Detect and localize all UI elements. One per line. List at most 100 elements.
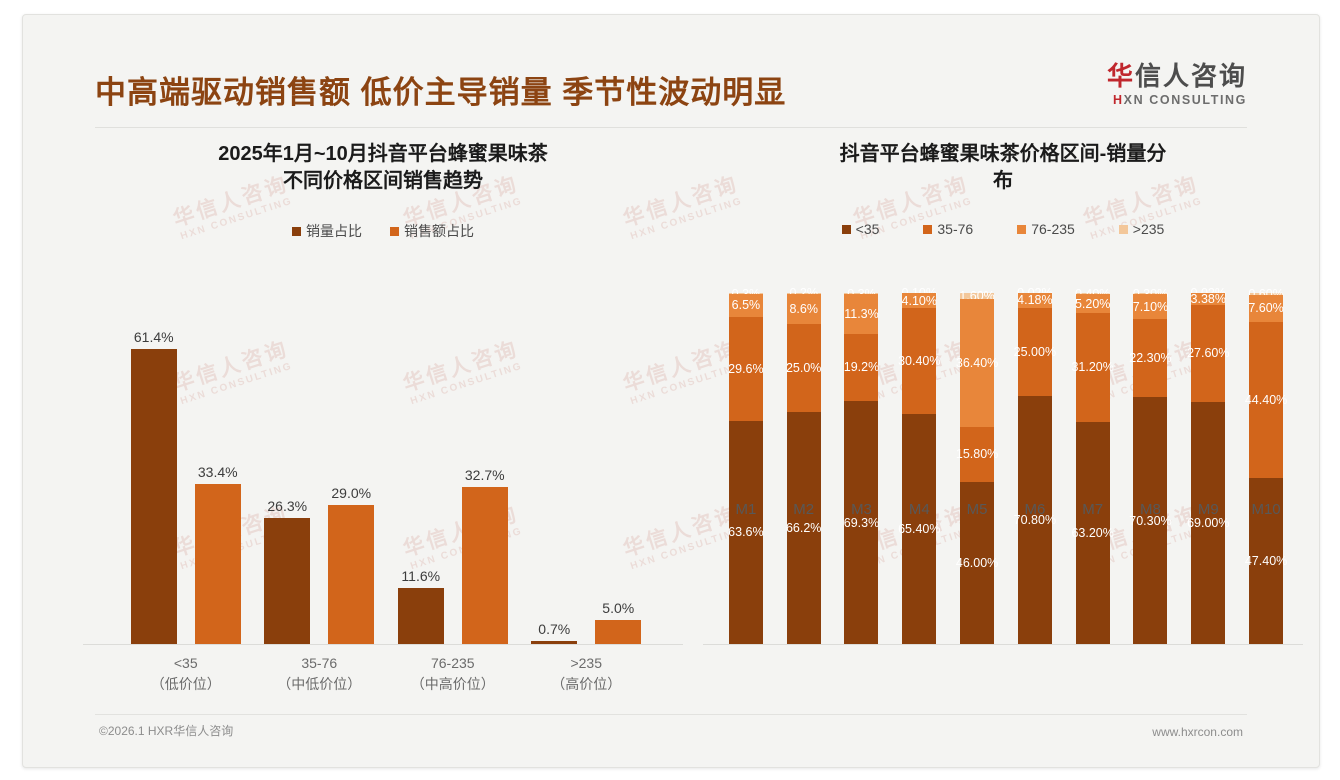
x-tick-label: M8 bbox=[1140, 501, 1161, 518]
stacked-bar[interactable]: 0.02%4.18%25.00%70.80% bbox=[1014, 286, 1056, 644]
x-tick-label: M2 bbox=[793, 501, 815, 518]
stack-segment-label: 44.40% bbox=[1244, 392, 1288, 407]
stack-segment[interactable]: 31.20% bbox=[1071, 312, 1114, 423]
bar-value-label: 32.7% bbox=[464, 466, 505, 483]
x-tick-label: M9 bbox=[1197, 501, 1219, 518]
bar[interactable]: 0.7% bbox=[531, 621, 578, 644]
stack-segment-label: 15.80% bbox=[955, 447, 999, 462]
x-tick-label: M1 bbox=[735, 501, 757, 518]
stack-segment[interactable]: 63.6% bbox=[728, 420, 764, 644]
stack-segment-label: 69.3% bbox=[843, 515, 880, 530]
stack-segment[interactable]: 66.2% bbox=[785, 411, 822, 644]
stacked-bar[interactable]: 0.02%3.38%27.60%69.00% bbox=[1187, 286, 1229, 644]
stacked-bar[interactable]: 0.3%11.3%19.2%69.3% bbox=[843, 287, 880, 644]
stack-segment[interactable]: 29.6% bbox=[728, 316, 764, 421]
x-tick-primary: >235 bbox=[570, 655, 603, 671]
bar[interactable]: 26.3% bbox=[264, 498, 311, 644]
stack-segment[interactable]: 46.00% bbox=[956, 482, 998, 644]
bar-slot: 5.0% bbox=[595, 327, 642, 644]
slide-card: 华信人咨询 HXN CONSULTING 华信人咨询 HXN CONSULTING华信… bbox=[22, 14, 1320, 768]
stack-segment-label: 70.30% bbox=[1129, 513, 1172, 528]
legend-swatch-icon bbox=[841, 224, 851, 234]
stack-segment[interactable]: 44.40% bbox=[1245, 321, 1287, 478]
legend-swatch-icon bbox=[1118, 224, 1128, 234]
legend-label: 35-76 bbox=[937, 221, 974, 237]
bar-group: 11.6% 32.7% bbox=[386, 327, 520, 644]
stack-segment-label: 27.60% bbox=[1187, 346, 1230, 361]
stack-segment[interactable]: 25.00% bbox=[1014, 307, 1056, 396]
stack-segment[interactable]: 4.18% bbox=[1017, 293, 1053, 308]
right-chart-title-line1: 抖音平台蜂蜜果味茶价格区间-销量分 bbox=[839, 143, 1167, 165]
bar[interactable]: 33.4% bbox=[194, 464, 241, 644]
bar[interactable]: 61.4% bbox=[130, 329, 177, 644]
stack-segment[interactable]: 22.30% bbox=[1129, 318, 1172, 398]
right-chart-legend-item[interactable]: <35 bbox=[841, 221, 879, 237]
stack-segment[interactable]: 8.6% bbox=[786, 293, 821, 324]
stack-segment[interactable]: 65.40% bbox=[898, 414, 940, 644]
stacked-bar[interactable]: 0.60% 7.60% 44.40% 47.40% bbox=[1245, 287, 1287, 644]
stack-segment[interactable]: 30.40% bbox=[898, 307, 940, 415]
stacked-bar[interactable]: 0.3%6.5%29.6%63.6% bbox=[728, 287, 764, 644]
footer-copyright: ©2026.1 HXR华信人咨询 bbox=[99, 724, 234, 738]
stack-segment[interactable]: 36.40% bbox=[956, 298, 998, 427]
stack-segment[interactable]: 15.80% bbox=[956, 426, 998, 483]
stack-segment-label: 31.20% bbox=[1071, 360, 1114, 375]
stack-segment[interactable]: 27.60% bbox=[1187, 304, 1229, 402]
left-chart-legend: 销量占比 销售额占比 bbox=[83, 221, 683, 241]
left-chart-x-axis bbox=[83, 644, 683, 645]
stacked-bar[interactable]: 1.60% 36.40% 15.80% 46.00% bbox=[956, 289, 998, 644]
right-chart-legend-item[interactable]: 76-235 bbox=[1017, 221, 1075, 237]
left-chart-legend-item[interactable]: 销量占比 bbox=[292, 221, 362, 241]
x-tick-label: M7 bbox=[1082, 501, 1104, 518]
bar-slot: 29.0% bbox=[328, 327, 375, 644]
stack-segment[interactable]: 25.0% bbox=[785, 323, 822, 412]
stacked-bar[interactable]: 0.2%8.6%25.0%66.2% bbox=[785, 286, 822, 644]
stack-segment[interactable]: 70.80% bbox=[1014, 395, 1056, 644]
bar[interactable]: 11.6% bbox=[397, 568, 444, 644]
bar[interactable]: 29.0% bbox=[328, 485, 375, 644]
bar-slot: 26.3% bbox=[264, 327, 311, 644]
stack-segment[interactable]: 3.38% bbox=[1191, 292, 1226, 306]
legend-swatch-icon bbox=[923, 224, 933, 234]
bar[interactable]: 5.0% bbox=[595, 600, 642, 644]
stack-segment-label: 69.00% bbox=[1187, 515, 1230, 530]
bar-value-label: 29.0% bbox=[331, 484, 372, 501]
stack-segment[interactable]: 70.30% bbox=[1129, 397, 1172, 644]
x-tick-secondary: （低价位） bbox=[150, 676, 221, 692]
x-tick-primary: 76-235 bbox=[430, 655, 475, 671]
stacked-bar[interactable]: 0.30%7.10%22.30%70.30% bbox=[1129, 287, 1172, 644]
right-chart-x-axis bbox=[703, 644, 1303, 645]
bar[interactable]: 32.7% bbox=[461, 467, 508, 644]
left-chart-title-line1: 2025年1月~10月抖音平台蜂蜜果味茶 bbox=[218, 143, 548, 165]
stack-segment[interactable]: 47.40% bbox=[1245, 477, 1287, 644]
x-tick-secondary: （中高价位） bbox=[410, 676, 495, 692]
stack-segment[interactable]: 5.20% bbox=[1075, 294, 1110, 313]
stack-segment-label: 6.5% bbox=[731, 298, 761, 313]
stacked-bar-column: 0.02%3.38%27.60%69.00% bbox=[1179, 286, 1237, 644]
stack-segment[interactable]: 7.60% bbox=[1248, 295, 1284, 322]
right-chart-legend-item[interactable]: >235 bbox=[1118, 221, 1164, 237]
x-tick-label: 35-76 （中低价位） bbox=[253, 653, 387, 695]
stacked-bar[interactable]: 0.10%4.10%30.40%65.40% bbox=[898, 286, 940, 644]
right-chart-legend-item[interactable]: 35-76 bbox=[923, 221, 973, 237]
stack-segment[interactable]: 4.10% bbox=[902, 293, 937, 308]
bar-slot: 33.4% bbox=[194, 327, 241, 644]
stacked-bar[interactable]: 0.40%5.20%31.20%63.20% bbox=[1071, 287, 1114, 644]
stack-segment-label: 25.0% bbox=[785, 360, 822, 375]
stack-segment-label: 7.10% bbox=[1132, 299, 1169, 314]
stack-segment[interactable]: 63.20% bbox=[1071, 422, 1114, 644]
stack-segment[interactable]: 11.3% bbox=[844, 294, 879, 334]
stack-segment-label: 66.2% bbox=[785, 520, 822, 535]
stack-segment[interactable]: 69.00% bbox=[1187, 401, 1229, 644]
left-chart-panel: 2025年1月~10月抖音平台蜂蜜果味茶 不同价格区间销售趋势 销量占比 销售额占… bbox=[83, 141, 683, 707]
stack-segment[interactable]: 6.5% bbox=[728, 294, 763, 317]
stack-segment[interactable]: 19.2% bbox=[844, 333, 879, 402]
stack-segment[interactable]: 7.10% bbox=[1132, 294, 1169, 319]
footer-divider bbox=[95, 714, 1247, 715]
x-tick-primary: 35-76 bbox=[301, 655, 338, 671]
stack-segment[interactable]: 69.3% bbox=[843, 401, 880, 644]
left-chart-title: 2025年1月~10月抖音平台蜂蜜果味茶 不同价格区间销售趋势 bbox=[83, 141, 683, 195]
stack-segment-label: 8.6% bbox=[789, 301, 818, 316]
stack-segment-label: 4.18% bbox=[1017, 293, 1053, 308]
left-chart-legend-item[interactable]: 销售额占比 bbox=[390, 221, 474, 241]
